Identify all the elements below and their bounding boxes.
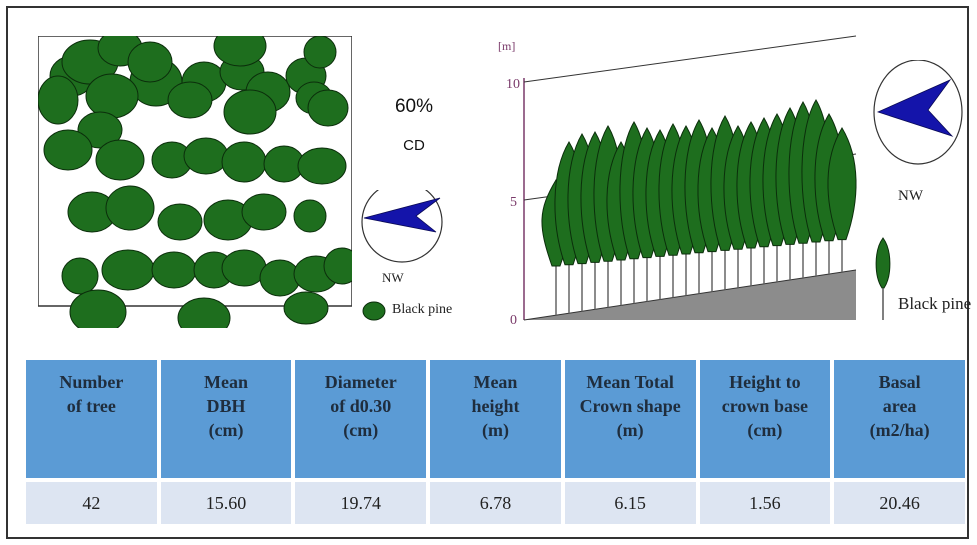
stand-side-view: [m] 10 5 0	[498, 35, 857, 328]
tree-crown	[85, 73, 139, 119]
column-header: Height to crown base (cm)	[699, 360, 831, 478]
table-cell: 1.56	[699, 482, 831, 524]
header-line: Mean	[473, 372, 518, 392]
tree-crown	[77, 111, 123, 149]
header-line: (m)	[616, 420, 644, 440]
compass-nw-icon	[361, 190, 443, 263]
tick-label: 5	[510, 195, 517, 210]
table-cell: 6.78	[430, 482, 561, 524]
header-line: (m)	[481, 420, 509, 440]
crown-plan-view	[38, 36, 352, 328]
height-line-10	[523, 35, 857, 83]
tree-crown	[323, 247, 352, 285]
header-line: (cm)	[343, 420, 379, 440]
header-line: Mean Total	[586, 372, 674, 392]
tree-crown	[157, 203, 203, 241]
tick-label: 10	[506, 77, 520, 92]
column-header: Basal area (m2/ha)	[834, 360, 965, 478]
tree-crown	[177, 297, 231, 328]
tree-crown	[297, 147, 347, 185]
header-row: Number of tree Mean DBH (cm) Diameter of d0.30…	[26, 360, 965, 478]
tree-crown	[101, 249, 155, 291]
header-line: DBH	[206, 396, 246, 416]
compass-label: NW	[382, 270, 404, 285]
header-line: (cm)	[208, 420, 244, 440]
cd-label: CD	[403, 137, 425, 154]
tree-crown	[151, 251, 197, 289]
tree-crown	[167, 81, 213, 119]
header-line: Basal	[878, 372, 921, 392]
header-line: area	[882, 396, 917, 416]
tree-crown	[223, 89, 277, 135]
tree-crown	[293, 199, 327, 233]
tree-crown	[241, 193, 287, 231]
stand-statistics-table: Number of tree Mean DBH (cm) Diameter of d0.30…	[22, 356, 969, 528]
table-cell: 20.46	[834, 482, 965, 524]
tree-crown	[61, 257, 99, 295]
tree-crown	[183, 137, 229, 175]
tick-label: 0	[510, 313, 517, 328]
header-line: of d0.30	[330, 396, 392, 416]
tree-crown	[221, 249, 267, 287]
header-line: height	[471, 396, 520, 416]
figure-frame	[6, 6, 969, 539]
compass-label: NW	[898, 188, 923, 204]
legend-label: Black pine	[898, 294, 972, 313]
header-line: Crown shape	[579, 396, 681, 416]
header-line: Mean	[204, 372, 249, 392]
legend-label: Black pine	[392, 302, 453, 317]
cd-percent: 60%	[394, 96, 434, 117]
table-cell: 19.74	[295, 482, 427, 524]
tree-crown	[827, 127, 857, 241]
table-cell: 15.60	[160, 482, 292, 524]
column-header: Mean height (m)	[430, 360, 561, 478]
header-line: Number	[59, 372, 124, 392]
tree-group	[541, 99, 857, 316]
tree-crown	[105, 185, 155, 231]
tree-crown	[38, 75, 79, 125]
compass-nw-icon	[873, 60, 963, 165]
black-pine-legend-icon	[875, 237, 891, 320]
crown-group	[38, 36, 352, 328]
table-cell: 42	[26, 482, 157, 524]
tree-crown	[307, 89, 349, 127]
tree-crown	[95, 139, 145, 181]
header-line: Height to	[729, 372, 801, 392]
tree-crown	[283, 291, 329, 325]
header-line: crown base	[721, 396, 808, 416]
tree-crown	[303, 36, 337, 69]
header-line: of tree	[66, 396, 116, 416]
tree-crown	[213, 36, 267, 67]
tree-crown	[221, 141, 267, 183]
column-header: Diameter of d0.30 (cm)	[295, 360, 427, 478]
header-line: (cm)	[747, 420, 783, 440]
tree-crown	[69, 289, 127, 328]
header-line: Diameter	[324, 372, 397, 392]
table-row: 42 15.60 19.74 6.78 6.15 1.56 20.46	[26, 482, 965, 524]
axis-unit: [m]	[498, 39, 515, 53]
column-header: Mean DBH (cm)	[160, 360, 292, 478]
black-pine-legend-icon	[362, 301, 386, 321]
header-line: (m2/ha)	[869, 420, 930, 440]
column-header: Number of tree	[26, 360, 157, 478]
tree-crown	[127, 41, 173, 83]
column-header: Mean Total Crown shape (m)	[564, 360, 696, 478]
table-cell: 6.15	[564, 482, 696, 524]
tree-crown	[43, 129, 93, 171]
